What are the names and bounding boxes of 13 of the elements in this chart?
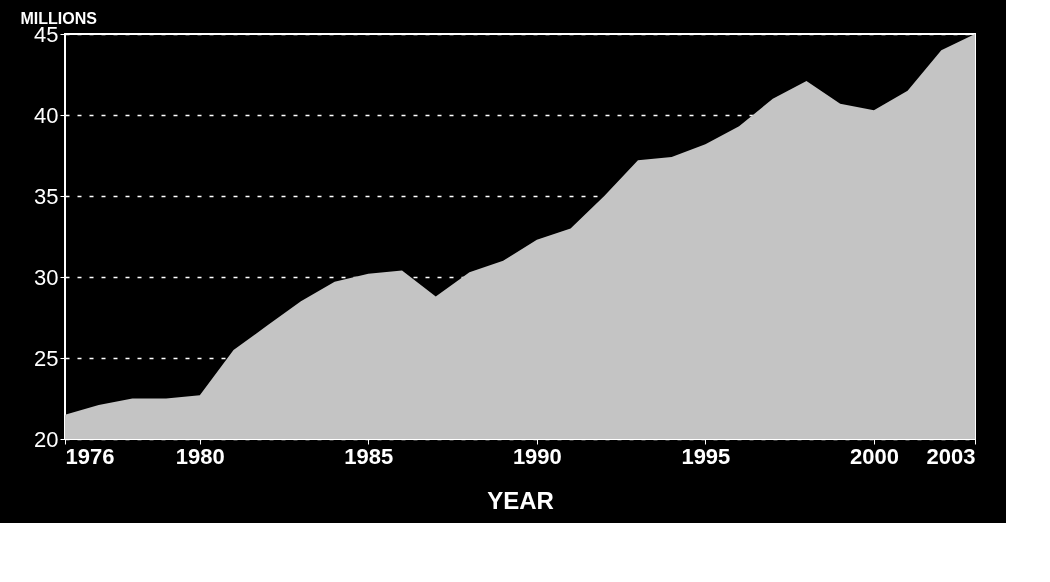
x-axis-title: YEAR [487,486,554,514]
x-tick-label: 1985 [344,443,394,469]
x-tick-label: 2000 [849,443,899,469]
x-tick-label: 2003 [926,443,976,469]
y-tick-label: 30 [34,264,59,290]
y-tick-label: 20 [34,426,59,452]
y-tick-label: 25 [34,345,59,371]
x-tick-label: 1995 [681,443,731,469]
y-tick-label: 35 [34,183,59,209]
x-tick-label: 1976 [65,443,115,469]
x-tick-label: 1990 [512,443,562,469]
y-tick-label: 40 [34,102,59,128]
x-tick-label: 1980 [175,443,225,469]
